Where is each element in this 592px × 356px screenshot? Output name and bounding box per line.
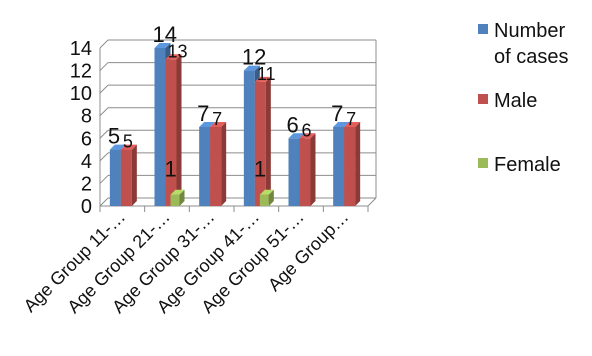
bar: [120, 149, 132, 206]
bar: [299, 138, 311, 206]
data-label: 7: [197, 101, 209, 126]
bar: [288, 138, 300, 206]
bar-top: [254, 76, 271, 82]
bar: [154, 48, 166, 206]
gridline-diagonal: [99, 197, 109, 207]
floor-edge: [367, 197, 377, 207]
legend-label: Male: [494, 90, 538, 112]
bar-top: [120, 144, 137, 150]
bar: [243, 70, 255, 206]
bar-top: [154, 43, 171, 48]
bar-side: [265, 76, 271, 206]
gridline-diagonal: [99, 152, 109, 162]
bar-side: [131, 144, 137, 206]
bar: [344, 127, 356, 206]
y-tick-label: 12: [70, 61, 92, 83]
y-tick-label: 2: [81, 173, 92, 195]
y-tick-label: 8: [81, 106, 92, 128]
legend-swatch-red: [478, 94, 488, 104]
bar-top: [299, 133, 316, 139]
bar-side: [355, 122, 361, 206]
gridline-diagonal: [99, 39, 109, 49]
gridline-diagonal: [99, 175, 109, 184]
bar-top: [333, 122, 350, 127]
bar-top: [288, 133, 305, 139]
bar-top: [259, 189, 274, 195]
chart-bars: [109, 43, 361, 207]
gridline-diagonal: [99, 107, 109, 117]
legend-swatch-blue: [478, 24, 488, 34]
legend-swatch-green: [478, 158, 488, 168]
data-label: 7: [346, 109, 356, 129]
legend-item-number-of-cases: Number of cases: [478, 18, 586, 70]
bar-side: [268, 189, 274, 206]
gridline-diagonal: [99, 62, 109, 71]
data-label: 5: [108, 124, 120, 149]
chart-grid: [99, 39, 377, 207]
legend-item-female: Female: [478, 152, 586, 178]
data-label: 11: [257, 64, 276, 84]
legend-label: Female: [494, 154, 561, 176]
gridline-diagonal: [99, 84, 109, 94]
chart-axes: [99, 48, 377, 212]
y-tick-label: 14: [70, 38, 92, 60]
legend-label: Number of cases: [494, 20, 569, 68]
bar-top: [199, 122, 216, 127]
data-label: 1: [165, 157, 177, 182]
bar: [210, 127, 222, 206]
bar: [109, 149, 121, 206]
bar-top: [170, 189, 185, 195]
bar-top: [344, 122, 361, 127]
bar: [254, 81, 266, 206]
bar: [170, 194, 180, 206]
legend-item-male: Male: [478, 88, 586, 114]
bar-side: [176, 54, 182, 207]
data-label: 12: [242, 45, 266, 70]
data-label: 6: [287, 112, 299, 137]
y-tick-label: 6: [81, 128, 92, 150]
gridline-diagonal: [99, 129, 109, 139]
data-label: 1: [254, 157, 266, 182]
bar: [259, 194, 269, 206]
data-label: 5: [123, 132, 133, 152]
bar: [165, 59, 177, 207]
bar: [199, 127, 211, 206]
bar-side: [221, 122, 227, 206]
bar-side: [310, 133, 316, 206]
bar-side: [179, 189, 185, 206]
bar-top: [243, 65, 260, 71]
bar-top: [109, 144, 126, 150]
data-label: 7: [212, 109, 222, 129]
data-label: 7: [331, 101, 343, 126]
bar-top: [210, 122, 227, 127]
bar-top: [165, 54, 182, 60]
y-tick-label: 4: [81, 151, 92, 173]
bar: [333, 127, 345, 206]
data-label: 14: [153, 22, 177, 47]
y-tick-label: 0: [81, 196, 92, 218]
y-tick-label: 10: [70, 83, 92, 105]
data-label: 6: [302, 120, 312, 140]
data-label: 13: [168, 41, 188, 61]
